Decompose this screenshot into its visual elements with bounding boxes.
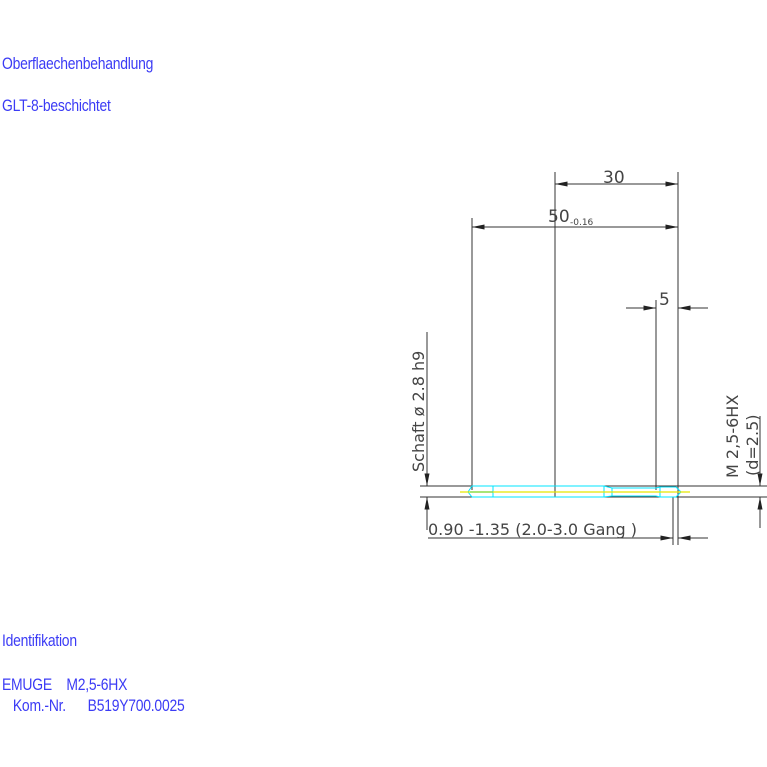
part-number-line: Kom.-Nr. B519Y700.0025 xyxy=(2,696,185,715)
identification-label: Identifikation xyxy=(2,631,77,650)
shank-label: Schaft ø 2.8 h9 xyxy=(409,351,428,472)
dimension-5-text: 5 xyxy=(659,290,670,310)
maker-line: EMUGE M2,5-6HX xyxy=(2,675,128,694)
dimension-30-text: 30 xyxy=(603,168,625,188)
surface-treatment-label: Oberflaechenbehandlung xyxy=(2,54,154,73)
thread-diameter: (d=2.5) xyxy=(743,415,762,477)
thread-label: M 2,5-6HX xyxy=(723,395,742,478)
dimension-50-text: 50 xyxy=(548,207,570,227)
surface-treatment-value: GLT-8-beschichtet xyxy=(2,96,111,115)
dimension-50-tolerance: -0.16 xyxy=(570,218,594,228)
chamfer-label: 0.90 -1.35 (2.0-3.0 Gang ) xyxy=(428,520,637,539)
